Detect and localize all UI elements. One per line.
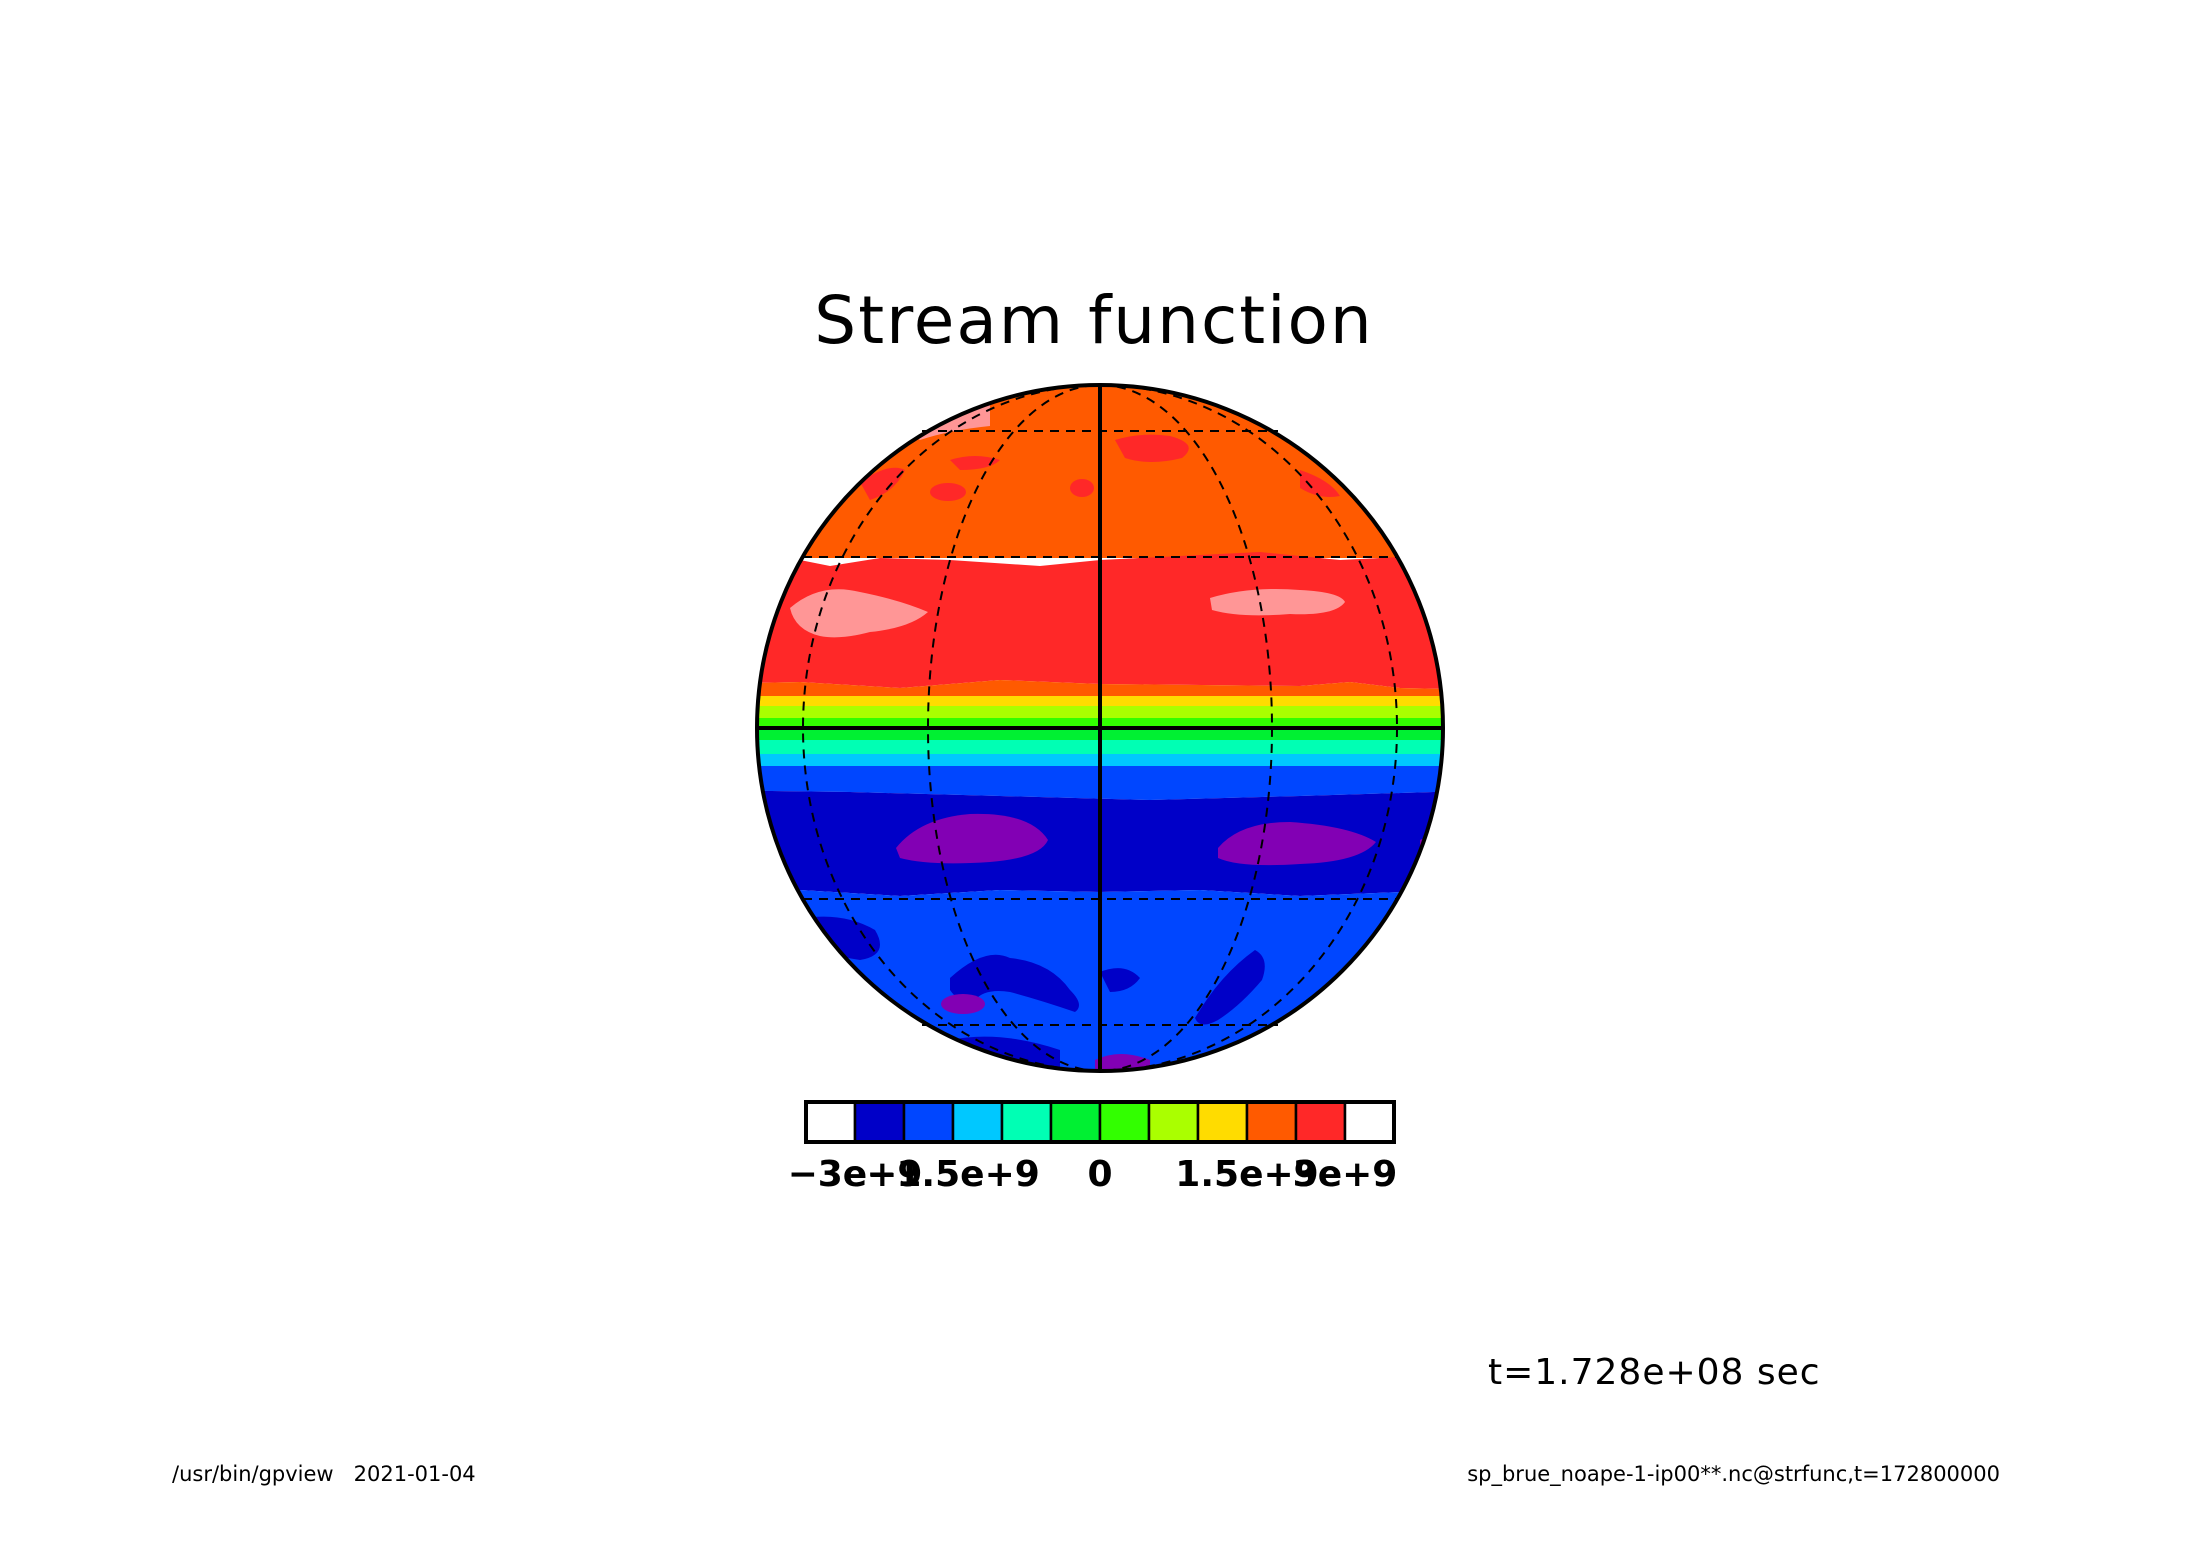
blob-darkblue-south-3 xyxy=(1195,950,1265,1025)
colorbar-swatch xyxy=(804,1100,857,1144)
colorbar-tick-label: −1.5e+9 xyxy=(866,1154,1040,1195)
colorbar-swatch xyxy=(951,1100,1004,1144)
colorbar-swatch xyxy=(1000,1100,1053,1144)
colorbar-swatch xyxy=(1098,1100,1151,1144)
colorbar-tick-label: 1.5e+9 xyxy=(1175,1154,1319,1195)
colorbar-outline xyxy=(804,1100,1396,1144)
blob-purple-south-pole xyxy=(1095,1054,1150,1071)
blob-pink-east xyxy=(1210,589,1345,616)
footer-program-date: /usr/bin/gpview 2021-01-04 xyxy=(172,1462,476,1486)
colorbar-swatch xyxy=(1196,1100,1249,1144)
colorbar-swatch xyxy=(1049,1100,1102,1144)
blob-red-east-edge xyxy=(1300,470,1340,497)
colorbar-swatch xyxy=(1245,1100,1298,1144)
colorbar-tick-label: 0 xyxy=(1087,1154,1113,1195)
blob-darkblue-south-2 xyxy=(1100,968,1140,992)
blob-purple-west-edge xyxy=(700,820,735,875)
footer-data-source: sp_brue_noape-1-ip00**.nc@strfunc,t=1728… xyxy=(1467,1462,2000,1486)
blob-darkblue-south-1 xyxy=(950,954,1079,1012)
colorbar-tick-label: −3e+9 xyxy=(787,1154,923,1195)
colorbar xyxy=(804,1100,1396,1144)
colorbar-swatch xyxy=(1343,1100,1396,1144)
blob-red-north-3 xyxy=(930,483,966,501)
colorbar-swatch xyxy=(1294,1100,1347,1144)
blob-red-north-4 xyxy=(1070,479,1094,497)
blob-purple-east xyxy=(1218,822,1376,866)
plot-title: Stream function xyxy=(814,282,1374,359)
colorbar-swatch xyxy=(853,1100,906,1144)
blob-red-north-1 xyxy=(1115,434,1189,462)
time-label: t=1.728e+08 sec xyxy=(1488,1352,1821,1393)
blob-purple-south-1 xyxy=(941,994,985,1014)
blob-purple-west xyxy=(896,813,1048,864)
globe-outline xyxy=(755,383,1445,1073)
blob-red-north-5 xyxy=(860,467,905,500)
colorbar-tick-label: 3e+9 xyxy=(1292,1154,1398,1195)
colorbar-swatch xyxy=(1147,1100,1200,1144)
blob-red-north-2 xyxy=(950,456,1000,470)
colorbar-swatch xyxy=(902,1100,955,1144)
blob-pink-west xyxy=(790,589,928,638)
